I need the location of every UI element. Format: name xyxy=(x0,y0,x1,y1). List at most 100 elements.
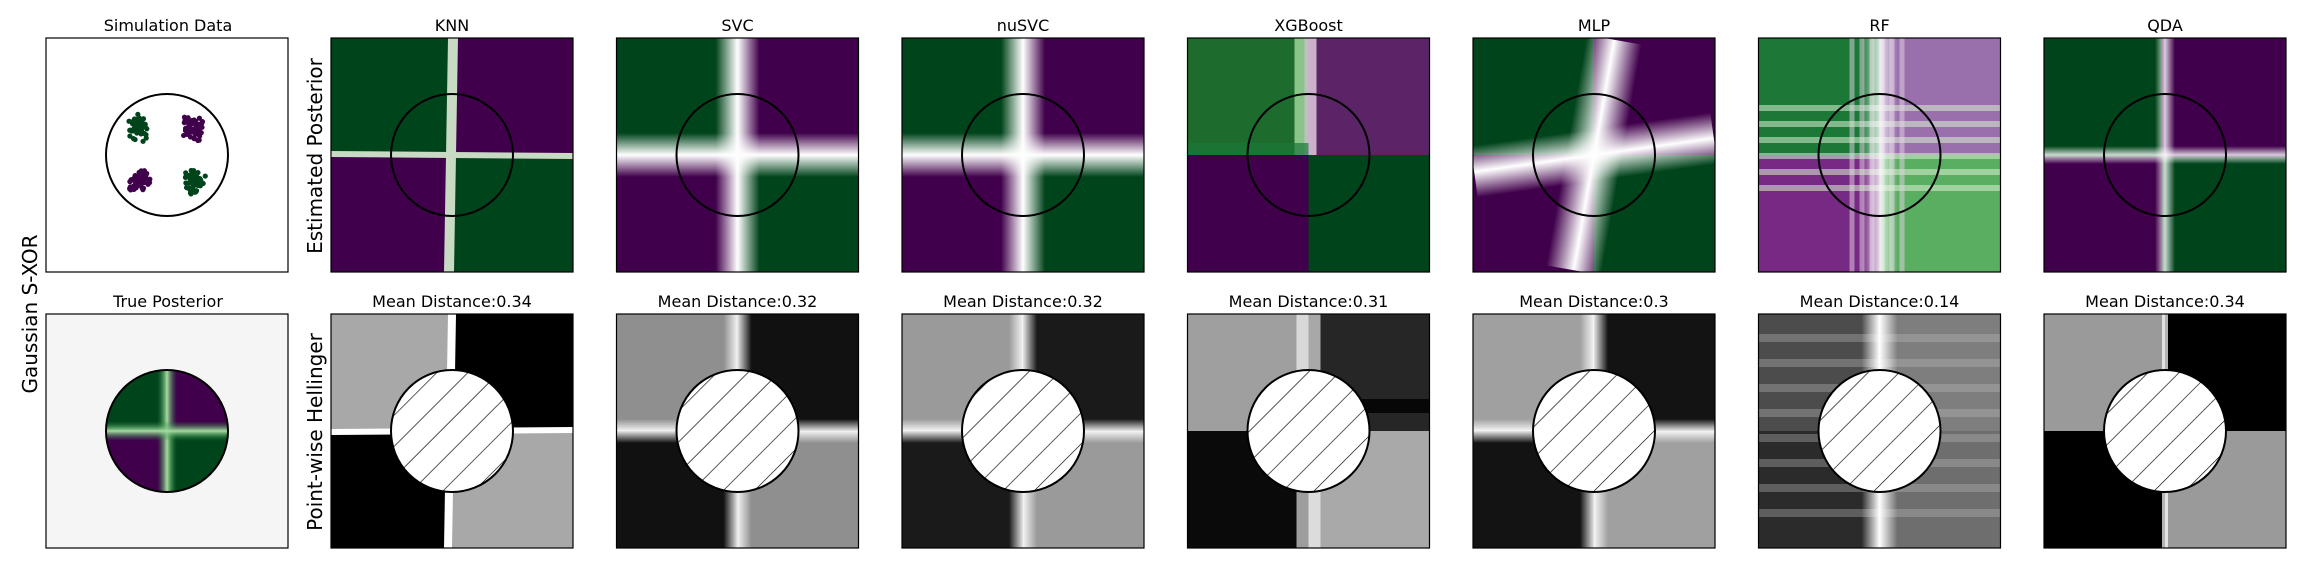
panel-title: XGBoost xyxy=(1274,16,1343,35)
panel-frame xyxy=(330,313,574,549)
posterior-panel-svc: SVC xyxy=(615,16,860,273)
posterior-panel-knn: KNN xyxy=(330,16,574,273)
panel-frame xyxy=(615,37,860,273)
panel-frame xyxy=(615,313,860,549)
scatter-point xyxy=(191,168,197,174)
panel-frame xyxy=(1472,313,1716,549)
panel-frame xyxy=(1757,313,2002,549)
hellinger-panel-rf: Mean Distance:0.14 xyxy=(1757,292,2002,549)
panel-frame xyxy=(2043,313,2287,549)
scatter-point xyxy=(181,120,187,126)
panel-title: Mean Distance:0.3 xyxy=(1519,292,1668,311)
panel-title: Mean Distance:0.34 xyxy=(2085,292,2245,311)
scatter-point xyxy=(141,179,147,186)
scatter-point xyxy=(140,138,146,144)
hellinger-panel-nusvc: Mean Distance:0.32 xyxy=(901,292,1145,549)
scatter-point xyxy=(132,136,138,143)
scatter-point xyxy=(202,173,208,179)
panel-title: Mean Distance:0.14 xyxy=(1800,292,1960,311)
decision-circle xyxy=(390,93,514,217)
hatched-circle xyxy=(1532,369,1656,493)
scatter-point xyxy=(185,115,191,121)
estimated-posterior-row: KNN SVC nuSVC XGBoost MLP RF QDA xyxy=(330,16,2287,273)
posterior-panel-xgboost: XGBoost xyxy=(1186,16,1431,273)
panel-title: Simulation Data xyxy=(104,16,233,35)
scatter-point xyxy=(196,115,203,121)
scatter-point xyxy=(127,186,133,192)
scatter-point xyxy=(198,123,204,129)
scatter-point xyxy=(135,126,141,133)
panel-title: SVC xyxy=(721,16,753,35)
scatter-point xyxy=(198,130,204,136)
true-posterior-panel: True Posterior xyxy=(45,292,289,549)
hellinger-panel-qda: Mean Distance:0.34 xyxy=(2043,292,2287,549)
hellinger-panel-xgboost: Mean Distance:0.31 xyxy=(1186,292,1431,549)
panel-title: MLP xyxy=(1578,16,1611,35)
panel-title: Mean Distance:0.32 xyxy=(943,292,1103,311)
scatter-point xyxy=(140,185,147,191)
scatter-point xyxy=(193,125,199,131)
decision-circle xyxy=(961,93,1085,217)
panel-frame xyxy=(1757,37,2002,273)
scatter-points xyxy=(126,111,208,197)
scatter-point xyxy=(193,188,200,194)
scatter-point xyxy=(195,170,201,176)
scatter-point xyxy=(133,181,139,187)
hatched-circle xyxy=(390,369,514,493)
panel-frame xyxy=(901,313,1145,549)
panel-title: True Posterior xyxy=(112,292,223,311)
scatter-point xyxy=(188,187,194,193)
scatter-point xyxy=(136,116,142,122)
scatter-point xyxy=(131,116,138,122)
scatter-point xyxy=(187,134,194,140)
scatter-point xyxy=(143,132,149,138)
hellinger-panel-mlp: Mean Distance:0.3 xyxy=(1472,292,1716,549)
scatter-point xyxy=(197,183,203,189)
panel-frame xyxy=(901,37,1145,273)
hatched-circle xyxy=(961,369,1085,493)
posterior-panel-nusvc: nuSVC xyxy=(901,16,1145,273)
scatter-point xyxy=(183,173,189,179)
decision-circle xyxy=(1817,93,1942,217)
row-label: Gaussian S-XOR xyxy=(18,234,42,393)
posterior-panel-mlp: MLP xyxy=(1472,16,1716,273)
scatter-point xyxy=(127,179,133,185)
decision-circle xyxy=(1532,93,1656,217)
panel-frame xyxy=(330,37,574,273)
bottom-row-ylabel: Point-wise Hellinger xyxy=(303,332,327,531)
panel-title: RF xyxy=(1869,16,1889,35)
scatter-point xyxy=(196,137,202,143)
panel-frame xyxy=(1186,37,1431,273)
scatter-point xyxy=(193,176,200,182)
panel-title: Mean Distance:0.34 xyxy=(372,292,532,311)
posterior-panel-qda: QDA xyxy=(2043,16,2287,273)
hatched-circle xyxy=(2103,369,2227,493)
posterior-panel-rf: RF xyxy=(1757,16,2002,273)
hatched-circle xyxy=(1246,369,1371,493)
panel-title: Mean Distance:0.32 xyxy=(658,292,818,311)
simulation-data-panel: Simulation Data xyxy=(45,16,289,273)
decision-circle xyxy=(675,93,800,217)
scatter-point xyxy=(143,175,149,181)
decision-circle xyxy=(1246,93,1371,217)
scatter-point xyxy=(189,172,196,178)
scatter-point xyxy=(131,186,137,193)
panel-title: Mean Distance:0.31 xyxy=(1229,292,1389,311)
panel-title: QDA xyxy=(2147,16,2183,35)
panel-frame xyxy=(1186,313,1431,549)
hellinger-panel-knn: Mean Distance:0.34 xyxy=(330,292,574,549)
hatched-circle xyxy=(675,369,800,493)
hellinger-row: Mean Distance:0.34 Mean Distance:0.32 Mean… xyxy=(330,292,2287,549)
scatter-point xyxy=(182,127,189,134)
decision-circle xyxy=(2103,93,2227,217)
hatched-circle xyxy=(1817,369,1942,493)
scatter-point xyxy=(135,175,141,181)
panel-title: nuSVC xyxy=(997,16,1050,35)
top-row-ylabel: Estimated Posterior xyxy=(303,57,327,254)
panel-frame xyxy=(1472,37,1716,273)
hellinger-panel-svc: Mean Distance:0.32 xyxy=(615,292,860,549)
panel-title: KNN xyxy=(435,16,469,35)
scatter-point xyxy=(127,127,133,133)
panel-frame xyxy=(2043,37,2287,273)
